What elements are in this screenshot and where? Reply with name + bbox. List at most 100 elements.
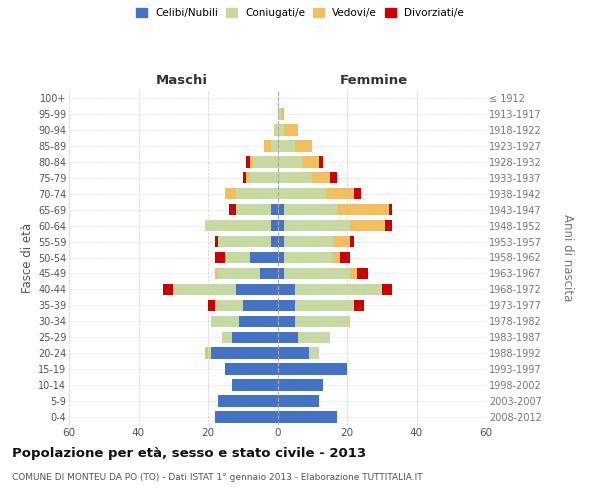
Bar xyxy=(281,108,284,120)
Bar xyxy=(229,204,236,216)
Bar xyxy=(226,252,250,263)
Bar xyxy=(277,300,295,311)
Bar xyxy=(277,284,295,295)
Bar xyxy=(205,220,271,232)
Bar xyxy=(354,300,364,311)
Bar xyxy=(211,316,239,327)
Legend: Celibi/Nubili, Coniugati/e, Vedovi/e, Divorziati/e: Celibi/Nubili, Coniugati/e, Vedovi/e, Di… xyxy=(133,5,467,21)
Bar xyxy=(215,236,218,248)
Bar xyxy=(284,124,298,136)
Bar xyxy=(358,268,368,279)
Bar xyxy=(389,204,392,216)
Y-axis label: Anni di nascita: Anni di nascita xyxy=(561,214,574,301)
Bar xyxy=(215,252,226,263)
Bar xyxy=(277,252,284,263)
Bar xyxy=(215,412,277,423)
Text: Femmine: Femmine xyxy=(340,74,407,86)
Bar xyxy=(340,252,350,263)
Bar xyxy=(319,156,323,168)
Bar xyxy=(243,172,246,184)
Bar xyxy=(333,236,350,248)
Bar xyxy=(218,396,277,407)
Bar xyxy=(284,204,337,216)
Bar xyxy=(232,332,277,343)
Bar xyxy=(243,300,277,311)
Bar xyxy=(277,140,295,151)
Bar xyxy=(326,188,354,200)
Bar xyxy=(226,188,236,200)
Bar xyxy=(284,252,333,263)
Bar xyxy=(232,380,277,391)
Bar xyxy=(277,156,302,168)
Text: Popolazione per età, sesso e stato civile - 2013: Popolazione per età, sesso e stato civil… xyxy=(12,448,366,460)
Bar xyxy=(250,156,253,168)
Bar xyxy=(218,268,260,279)
Bar xyxy=(295,284,382,295)
Bar xyxy=(226,364,277,375)
Bar xyxy=(284,236,333,248)
Bar xyxy=(309,348,319,359)
Bar xyxy=(277,316,295,327)
Bar xyxy=(215,300,243,311)
Bar xyxy=(295,300,354,311)
Bar xyxy=(385,220,392,232)
Bar xyxy=(215,268,218,279)
Bar xyxy=(246,156,250,168)
Bar xyxy=(208,300,215,311)
Bar xyxy=(302,156,319,168)
Bar xyxy=(277,348,309,359)
Bar xyxy=(277,412,337,423)
Bar xyxy=(277,108,281,120)
Bar xyxy=(277,380,323,391)
Bar xyxy=(271,220,277,232)
Bar xyxy=(253,156,277,168)
Bar xyxy=(284,220,350,232)
Bar xyxy=(236,188,277,200)
Bar xyxy=(271,204,277,216)
Bar xyxy=(236,204,271,216)
Bar xyxy=(208,348,211,359)
Bar xyxy=(163,284,173,295)
Bar xyxy=(277,124,284,136)
Bar xyxy=(271,236,277,248)
Bar xyxy=(329,172,337,184)
Bar xyxy=(298,332,329,343)
Bar xyxy=(173,284,236,295)
Bar xyxy=(239,316,277,327)
Bar xyxy=(277,188,326,200)
Bar xyxy=(250,172,277,184)
Bar xyxy=(284,268,350,279)
Y-axis label: Fasce di età: Fasce di età xyxy=(20,222,34,292)
Bar xyxy=(263,140,271,151)
Bar xyxy=(354,188,361,200)
Bar xyxy=(295,140,312,151)
Bar xyxy=(295,316,350,327)
Bar xyxy=(205,348,208,359)
Bar xyxy=(271,140,277,151)
Bar xyxy=(277,268,284,279)
Bar xyxy=(350,220,385,232)
Bar xyxy=(350,236,354,248)
Bar xyxy=(277,364,347,375)
Text: Maschi: Maschi xyxy=(155,74,208,86)
Bar xyxy=(337,204,389,216)
Bar xyxy=(236,284,277,295)
Bar xyxy=(260,268,277,279)
Bar xyxy=(246,172,250,184)
Bar xyxy=(277,220,284,232)
Bar xyxy=(211,348,277,359)
Bar xyxy=(277,236,284,248)
Bar xyxy=(312,172,329,184)
Bar xyxy=(277,332,298,343)
Bar xyxy=(222,332,232,343)
Bar xyxy=(277,396,319,407)
Bar xyxy=(277,172,312,184)
Bar xyxy=(218,236,271,248)
Bar xyxy=(277,204,284,216)
Text: COMUNE DI MONTEU DA PO (TO) - Dati ISTAT 1° gennaio 2013 - Elaborazione TUTTITAL: COMUNE DI MONTEU DA PO (TO) - Dati ISTAT… xyxy=(12,472,422,482)
Bar xyxy=(250,252,277,263)
Bar xyxy=(350,268,358,279)
Bar xyxy=(382,284,392,295)
Bar xyxy=(333,252,340,263)
Bar xyxy=(274,124,277,136)
